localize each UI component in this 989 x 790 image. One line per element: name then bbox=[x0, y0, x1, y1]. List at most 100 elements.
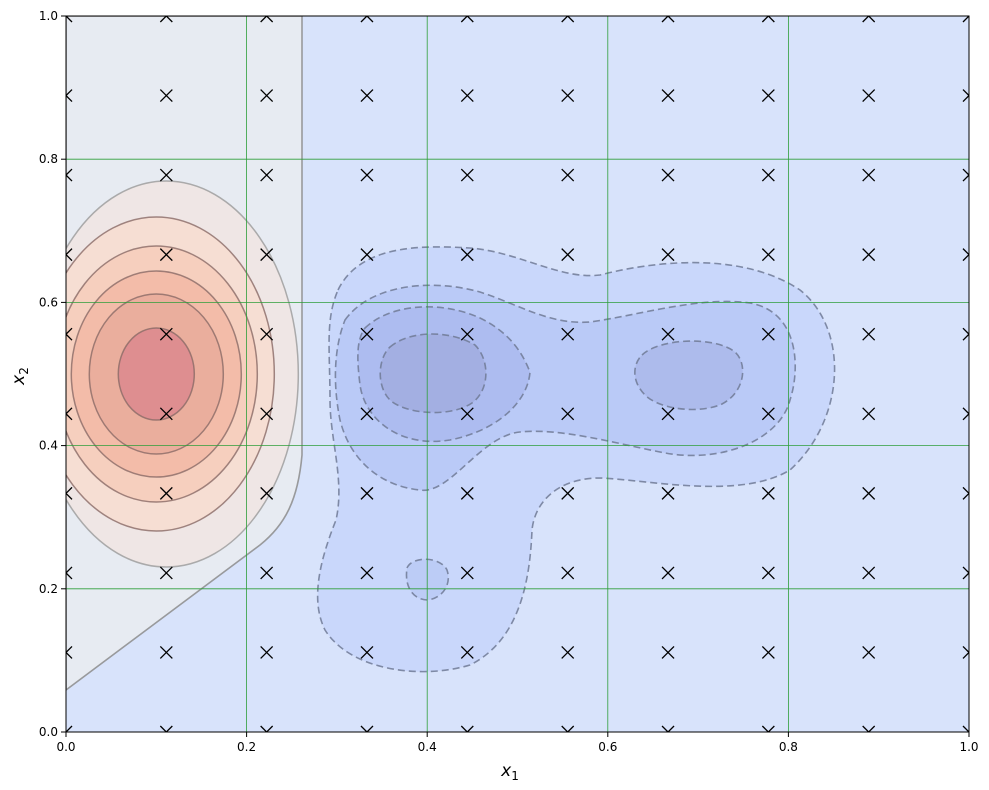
sample-point-marker bbox=[66, 16, 73, 23]
sample-point-marker bbox=[460, 168, 474, 182]
sample-point-marker bbox=[862, 725, 876, 732]
marker-stroke-a bbox=[962, 486, 969, 495]
marker-stroke-b bbox=[159, 486, 173, 500]
marker-stroke-b bbox=[460, 407, 474, 421]
marker-stroke-b bbox=[360, 407, 374, 421]
marker-stroke-b bbox=[761, 168, 775, 182]
marker-stroke-a bbox=[165, 16, 173, 23]
sample-point-marker bbox=[962, 645, 969, 659]
sample-point-marker bbox=[460, 327, 474, 341]
sample-point-marker bbox=[962, 486, 969, 500]
marker-stroke-a bbox=[66, 651, 73, 659]
marker-stroke-b bbox=[761, 645, 775, 659]
marker-stroke-b bbox=[667, 725, 675, 732]
sample-point-marker bbox=[862, 248, 876, 262]
sample-point-marker bbox=[962, 248, 969, 262]
marker-stroke-b bbox=[761, 566, 775, 580]
sample-point-marker bbox=[159, 645, 173, 659]
marker-stroke-a bbox=[159, 725, 168, 732]
sample-point-marker bbox=[962, 407, 969, 421]
sample-point-marker bbox=[561, 168, 575, 182]
sample-point-marker bbox=[862, 327, 876, 341]
sample-point-marker bbox=[561, 89, 575, 103]
marker-stroke-a bbox=[66, 16, 73, 23]
marker-stroke-b bbox=[962, 94, 969, 103]
marker-stroke-b bbox=[159, 645, 173, 659]
sample-point-marker bbox=[561, 407, 575, 421]
marker-stroke-b bbox=[460, 327, 474, 341]
marker-stroke-b bbox=[66, 725, 73, 732]
marker-stroke-b bbox=[962, 651, 969, 659]
sample-point-marker bbox=[460, 248, 474, 262]
sample-point-marker bbox=[360, 16, 374, 23]
marker-stroke-a bbox=[366, 16, 374, 23]
sample-point-marker bbox=[862, 89, 876, 103]
marker-stroke-b bbox=[661, 168, 675, 182]
plot-area bbox=[66, 16, 969, 732]
sample-point-marker bbox=[761, 725, 775, 732]
marker-stroke-a bbox=[962, 168, 969, 177]
marker-stroke-b bbox=[260, 486, 274, 500]
marker-stroke-b bbox=[661, 486, 675, 500]
marker-stroke-a bbox=[962, 248, 969, 256]
sample-point-marker bbox=[360, 725, 374, 732]
marker-stroke-b bbox=[260, 645, 274, 659]
negative-contour-level-5 bbox=[634, 340, 744, 411]
sample-point-marker bbox=[260, 725, 274, 732]
marker-stroke-a bbox=[66, 492, 73, 500]
sample-point-marker bbox=[159, 89, 173, 103]
marker-stroke-b bbox=[561, 16, 569, 23]
sample-point-marker bbox=[66, 725, 73, 732]
sample-point-marker bbox=[159, 248, 173, 262]
marker-stroke-b bbox=[661, 89, 675, 103]
marker-stroke-b bbox=[360, 645, 374, 659]
positive-contour-level-6 bbox=[117, 327, 196, 421]
sample-point-marker bbox=[862, 566, 876, 580]
marker-stroke-b bbox=[260, 168, 274, 182]
sample-point-marker bbox=[661, 725, 675, 732]
sample-point-marker bbox=[66, 248, 73, 262]
sample-point-marker bbox=[66, 486, 73, 500]
marker-stroke-b bbox=[460, 248, 474, 262]
y-tick-label: 1.0 bbox=[39, 9, 58, 23]
marker-stroke-a bbox=[66, 94, 73, 103]
sample-point-marker bbox=[661, 645, 675, 659]
sample-point-marker bbox=[561, 327, 575, 341]
sample-point-marker bbox=[862, 645, 876, 659]
marker-stroke-a bbox=[66, 253, 73, 262]
sample-point-marker bbox=[561, 248, 575, 262]
sample-point-marker bbox=[761, 407, 775, 421]
grid-lines bbox=[66, 16, 969, 732]
marker-stroke-b bbox=[962, 412, 969, 421]
sample-point-marker bbox=[962, 16, 969, 23]
x-tick-label: 0.8 bbox=[779, 740, 798, 754]
marker-stroke-b bbox=[561, 407, 575, 421]
marker-stroke-a bbox=[962, 89, 969, 97]
marker-stroke-b bbox=[260, 16, 268, 23]
sample-point-marker bbox=[862, 407, 876, 421]
sample-point-marker bbox=[761, 566, 775, 580]
marker-stroke-b bbox=[862, 645, 876, 659]
sample-point-marker bbox=[561, 486, 575, 500]
marker-stroke-a bbox=[962, 566, 969, 574]
marker-stroke-b bbox=[862, 89, 876, 103]
x-axis-ticks: 0.0 0.2 0.4 0.6 0.8 1.0 bbox=[56, 732, 979, 754]
marker-stroke-b bbox=[962, 571, 969, 580]
sample-point-marker bbox=[260, 486, 274, 500]
sample-point-marker bbox=[360, 89, 374, 103]
marker-stroke-b bbox=[862, 566, 876, 580]
x-tick-label: 0.4 bbox=[418, 740, 437, 754]
sample-point-marker bbox=[661, 89, 675, 103]
sample-point-marker bbox=[360, 645, 374, 659]
marker-stroke-b bbox=[561, 248, 575, 262]
sample-point-marker bbox=[360, 168, 374, 182]
marker-stroke-b bbox=[460, 168, 474, 182]
sample-point-marker bbox=[159, 725, 173, 732]
marker-stroke-b bbox=[661, 407, 675, 421]
sample-point-marker bbox=[962, 327, 969, 341]
marker-stroke-b bbox=[466, 725, 474, 732]
marker-stroke-a bbox=[962, 725, 969, 732]
marker-stroke-b bbox=[165, 725, 173, 732]
sample-point-marker bbox=[260, 89, 274, 103]
